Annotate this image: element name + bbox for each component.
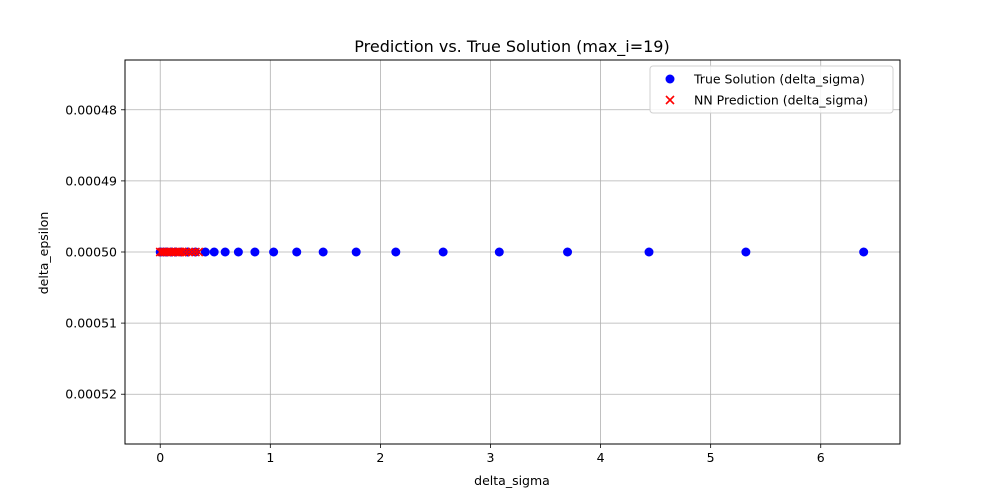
true-solution-point (391, 247, 401, 257)
legend-circle-marker (665, 74, 675, 84)
legend-entry-label: True Solution (delta_sigma) (693, 72, 865, 87)
x-tick-label: 4 (597, 450, 605, 465)
true-solution-point (200, 247, 210, 257)
x-tick-label: 3 (487, 450, 495, 465)
legend-box (649, 65, 894, 114)
true-solution-point (563, 247, 573, 257)
legend: True Solution (delta_sigma) NN Prediction… (649, 65, 894, 114)
x-tick-label: 2 (376, 450, 384, 465)
x-tick-label: 0 (156, 450, 164, 465)
axis-ticks: 0 1 2 3 4 5 6 0.00048 0.00049 0.00050 0.00051 0.000… (65, 102, 824, 465)
data-points (155, 247, 869, 257)
nn-prediction-point (177, 247, 187, 257)
true-solution-point (269, 247, 279, 257)
true-solution-point (233, 247, 243, 257)
true-solution-point (220, 247, 230, 257)
y-tick-label: 0.00051 (65, 316, 117, 331)
y-tick-label: 0.00052 (65, 387, 117, 402)
y-tick-label: 0.00050 (65, 245, 117, 260)
y-tick-label: 0.00049 (65, 173, 117, 188)
grid-lines (125, 60, 900, 444)
true-solution-point (250, 247, 260, 257)
plot-area-frame (124, 59, 901, 445)
true-solution-point (438, 247, 448, 257)
true-solution-point (644, 247, 654, 257)
y-tick-label: 0.00048 (65, 102, 117, 117)
nn-prediction-point (184, 247, 194, 257)
true-solution-point (209, 247, 219, 257)
true-solution-point (351, 247, 361, 257)
x-tick-label: 1 (266, 450, 274, 465)
nn-prediction-point (190, 247, 201, 257)
y-axis-label: delta_epsilon (36, 212, 51, 295)
true-solution-point (292, 247, 302, 257)
x-axis-label: delta_sigma (474, 473, 550, 488)
true-solution-point (494, 247, 504, 257)
true-solution-point (318, 247, 328, 257)
legend-entry-label: NN Prediction (delta_sigma) (694, 93, 868, 108)
legend-x-marker (665, 95, 675, 105)
nn-prediction-point (194, 247, 204, 257)
chart-title: Prediction vs. True Solution (max_i=19) (354, 37, 669, 57)
nn-prediction-point (187, 247, 197, 257)
true-solution-point (741, 247, 751, 257)
true-solution-point (859, 247, 869, 257)
x-tick-label: 5 (707, 450, 715, 465)
nn-prediction-point (180, 247, 191, 257)
x-tick-label: 6 (817, 450, 825, 465)
